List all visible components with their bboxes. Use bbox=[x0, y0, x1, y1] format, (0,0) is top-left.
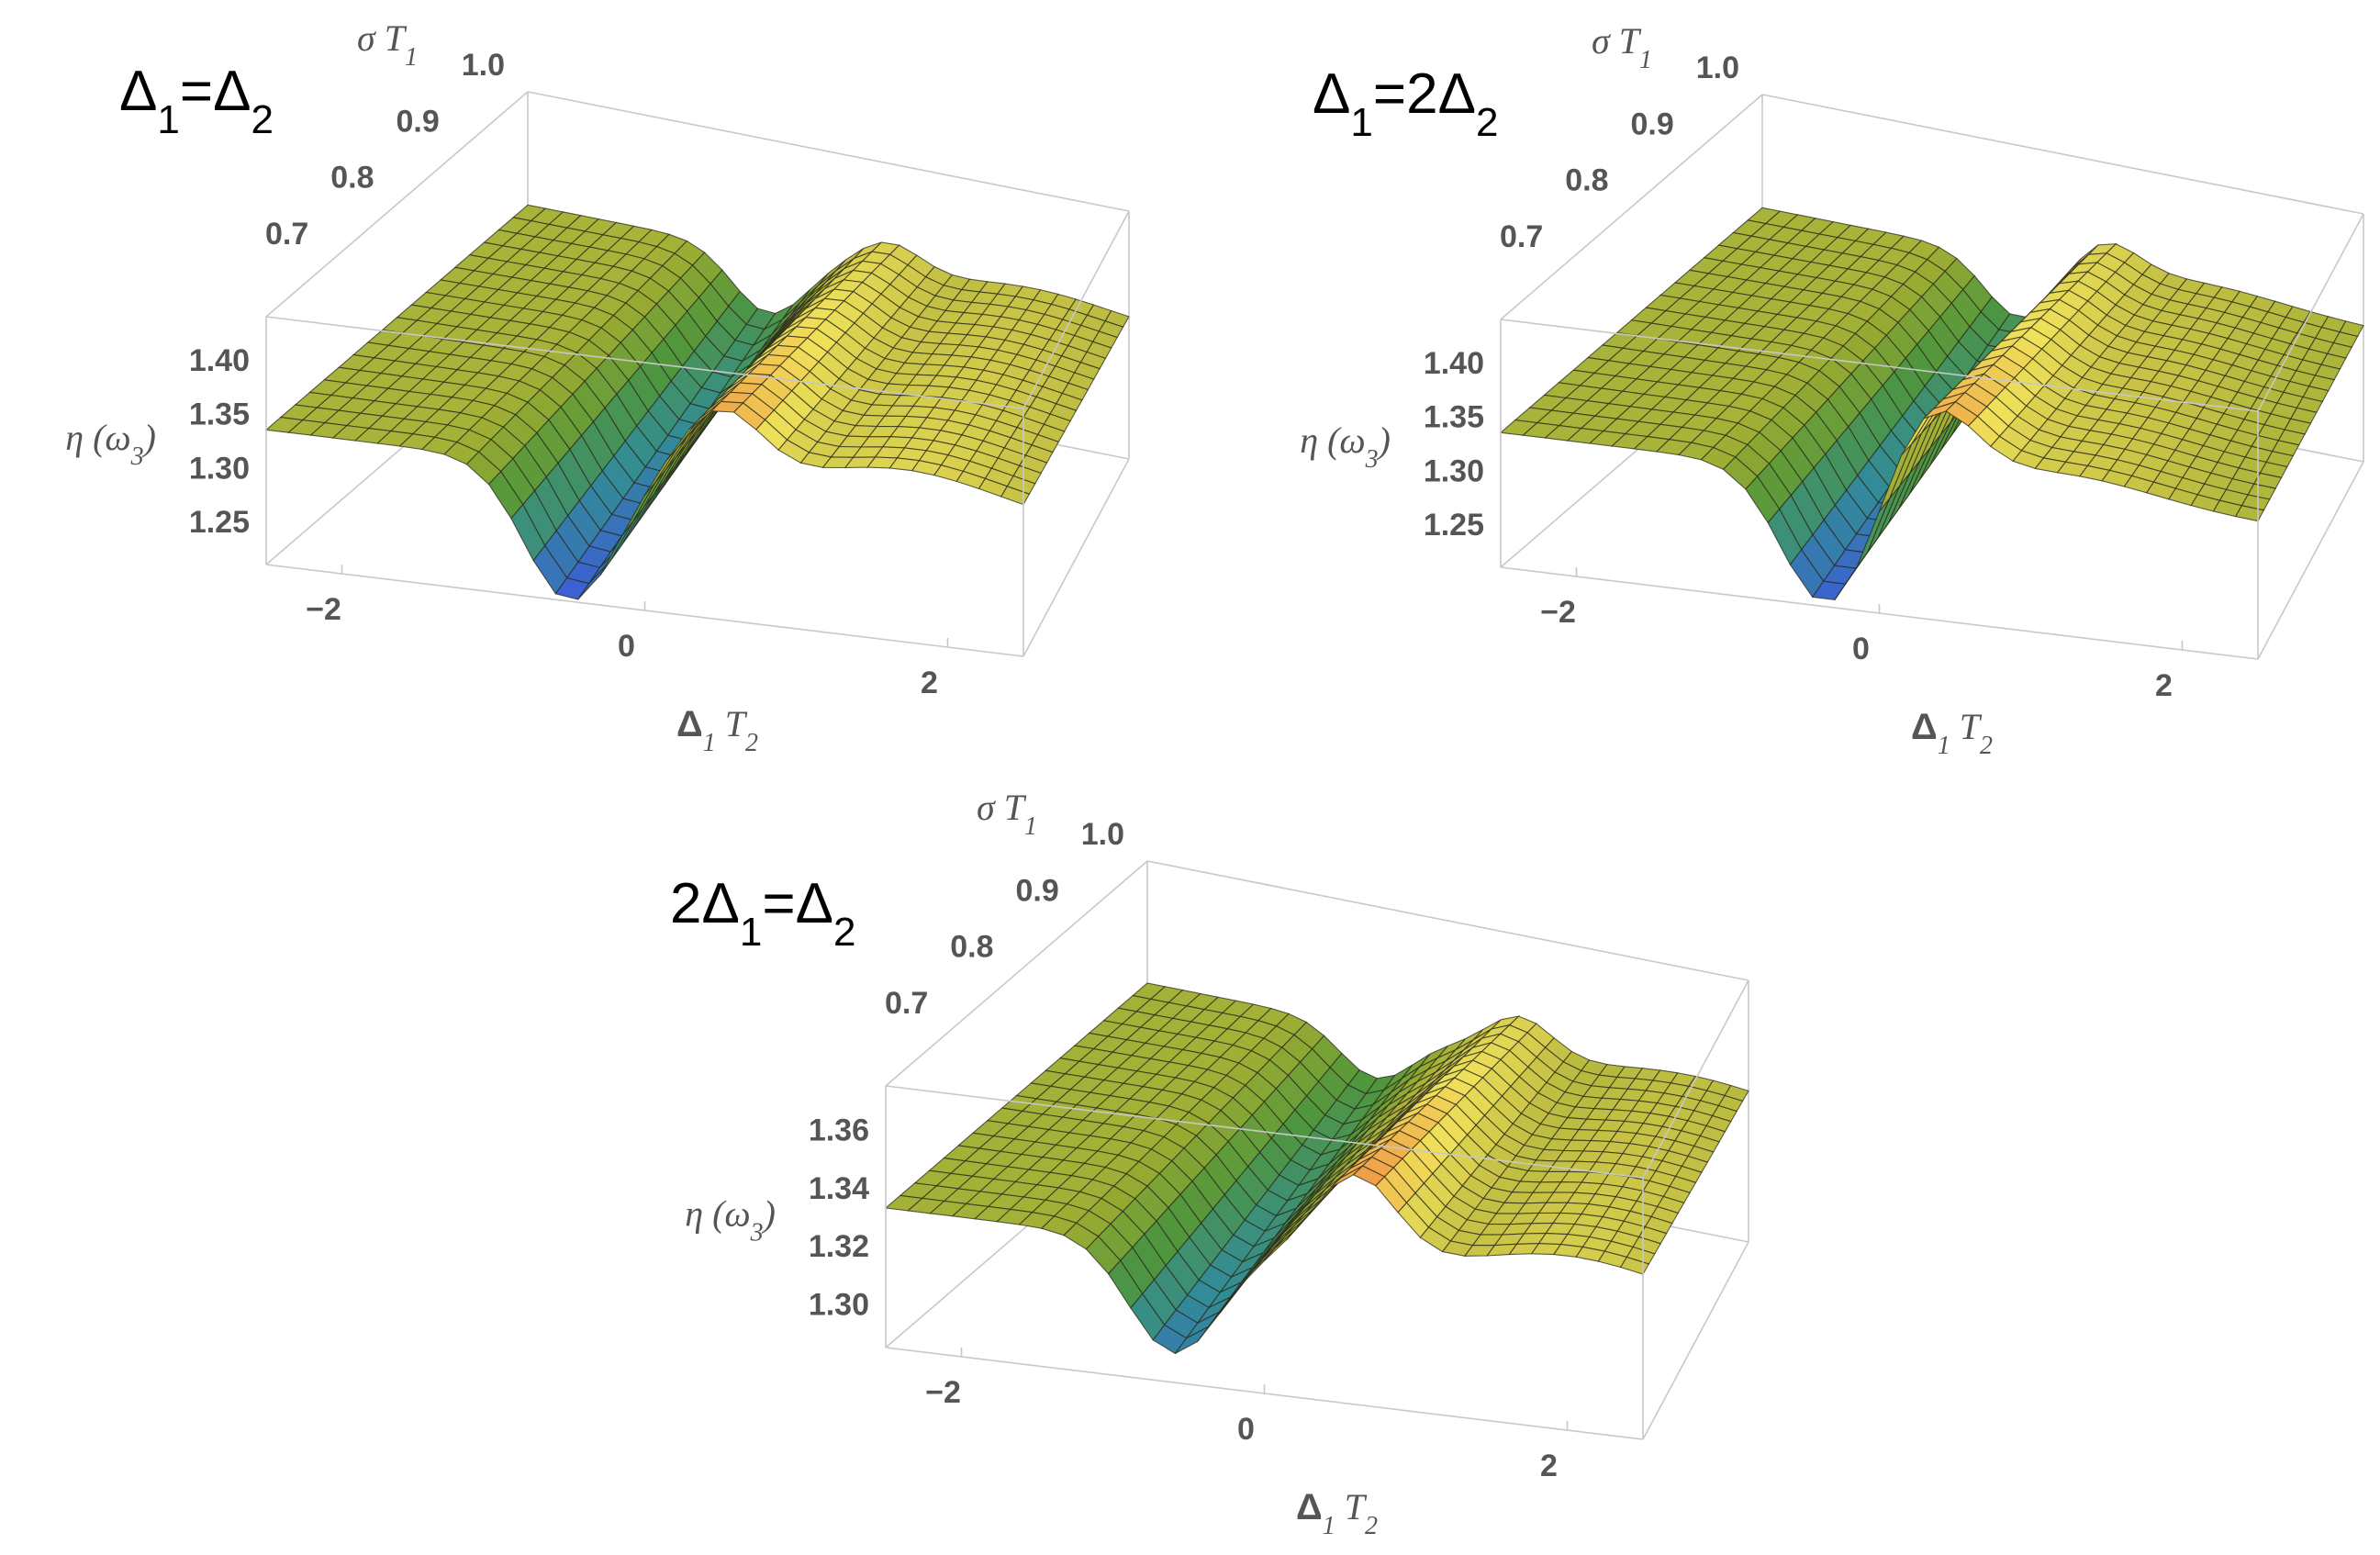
y-tick-label: 0.8 bbox=[330, 161, 374, 196]
x-tick-label: −2 bbox=[306, 592, 341, 627]
y-tick-label: 0.8 bbox=[950, 930, 993, 965]
y-tick-label: 0.9 bbox=[1630, 106, 1673, 141]
x-tick-label: 0 bbox=[618, 629, 635, 664]
z-tick-label: 1.40 bbox=[189, 343, 250, 378]
x-tick-label: 0 bbox=[1237, 1412, 1255, 1447]
z-tick-label: 1.35 bbox=[189, 397, 250, 432]
surface-mesh bbox=[264, 204, 1130, 600]
x-tick-label: −2 bbox=[1540, 595, 1576, 630]
z-tick-label: 1.30 bbox=[189, 451, 250, 486]
x-axis-label: Δ1 T2 bbox=[1911, 706, 1993, 760]
x-axis-label: Δ1 T2 bbox=[676, 703, 758, 757]
z-tick-label: 1.25 bbox=[189, 505, 250, 540]
x-axis-label: Δ1 T2 bbox=[1296, 1486, 1378, 1540]
y-tick-label: 0.9 bbox=[1015, 873, 1058, 908]
x-tick-label: 0 bbox=[1852, 632, 1870, 666]
x-tick-label: 2 bbox=[921, 666, 938, 700]
x-tick-label: 2 bbox=[2155, 668, 2173, 703]
y-axis-label: σ T1 bbox=[1592, 20, 1652, 74]
y-tick-label: 0.7 bbox=[1500, 219, 1543, 254]
z-axis-label: η (ω3) bbox=[1300, 420, 1391, 474]
y-tick-label: 1.0 bbox=[462, 48, 505, 83]
surface-panel-2: −2 0 2 Δ1 T2 0.7 0.8 0.9 1.0 σ T1 1.25 1.30 1.35 1.4… bbox=[1300, 20, 2364, 760]
y-tick-label: 0.9 bbox=[396, 104, 439, 139]
z-axis-label: η (ω3) bbox=[65, 417, 156, 471]
y-tick-label: 0.7 bbox=[885, 986, 928, 1021]
z-tick-label: 1.35 bbox=[1424, 400, 1484, 435]
y-tick-label: 1.0 bbox=[1696, 50, 1739, 85]
y-tick-label: 0.7 bbox=[265, 217, 308, 252]
y-axis-label: σ T1 bbox=[977, 787, 1037, 841]
surface-patch bbox=[1000, 486, 1031, 506]
z-tick-label: 1.30 bbox=[1424, 453, 1484, 488]
z-tick-label: 1.30 bbox=[809, 1288, 869, 1323]
z-tick-label: 1.34 bbox=[809, 1171, 869, 1206]
y-tick-label: 0.8 bbox=[1565, 163, 1608, 198]
panel-title: Δ1=Δ2 bbox=[119, 60, 274, 142]
panel-title: 2Δ1=Δ2 bbox=[670, 872, 856, 955]
z-tick-label: 1.36 bbox=[809, 1113, 869, 1148]
x-tick-label: 2 bbox=[1540, 1449, 1558, 1483]
surface-panel-3: −2 0 2 Δ1 T2 0.7 0.8 0.9 1.0 σ T1 1.30 1.32 1.34 1.3… bbox=[670, 787, 1749, 1540]
z-tick-label: 1.32 bbox=[809, 1229, 869, 1264]
z-tick-label: 1.40 bbox=[1424, 346, 1484, 381]
surface-panel-1: −2 0 2 Δ1 T2 0.7 0.8 0.9 1.0 σ T1 1.25 1.30 1.35 1.4… bbox=[65, 17, 1130, 757]
x-tick-label: −2 bbox=[925, 1375, 961, 1410]
surface-mesh bbox=[1499, 207, 2364, 600]
surface-patch bbox=[1619, 1256, 1650, 1275]
y-axis-label: σ T1 bbox=[357, 17, 418, 72]
y-tick-label: 1.0 bbox=[1081, 817, 1124, 852]
z-axis-label: η (ω3) bbox=[685, 1193, 776, 1247]
surface-patch bbox=[2234, 505, 2265, 522]
panel-title: Δ1=2Δ2 bbox=[1313, 62, 1499, 145]
z-tick-label: 1.25 bbox=[1424, 508, 1484, 543]
surface-mesh bbox=[884, 982, 1749, 1355]
